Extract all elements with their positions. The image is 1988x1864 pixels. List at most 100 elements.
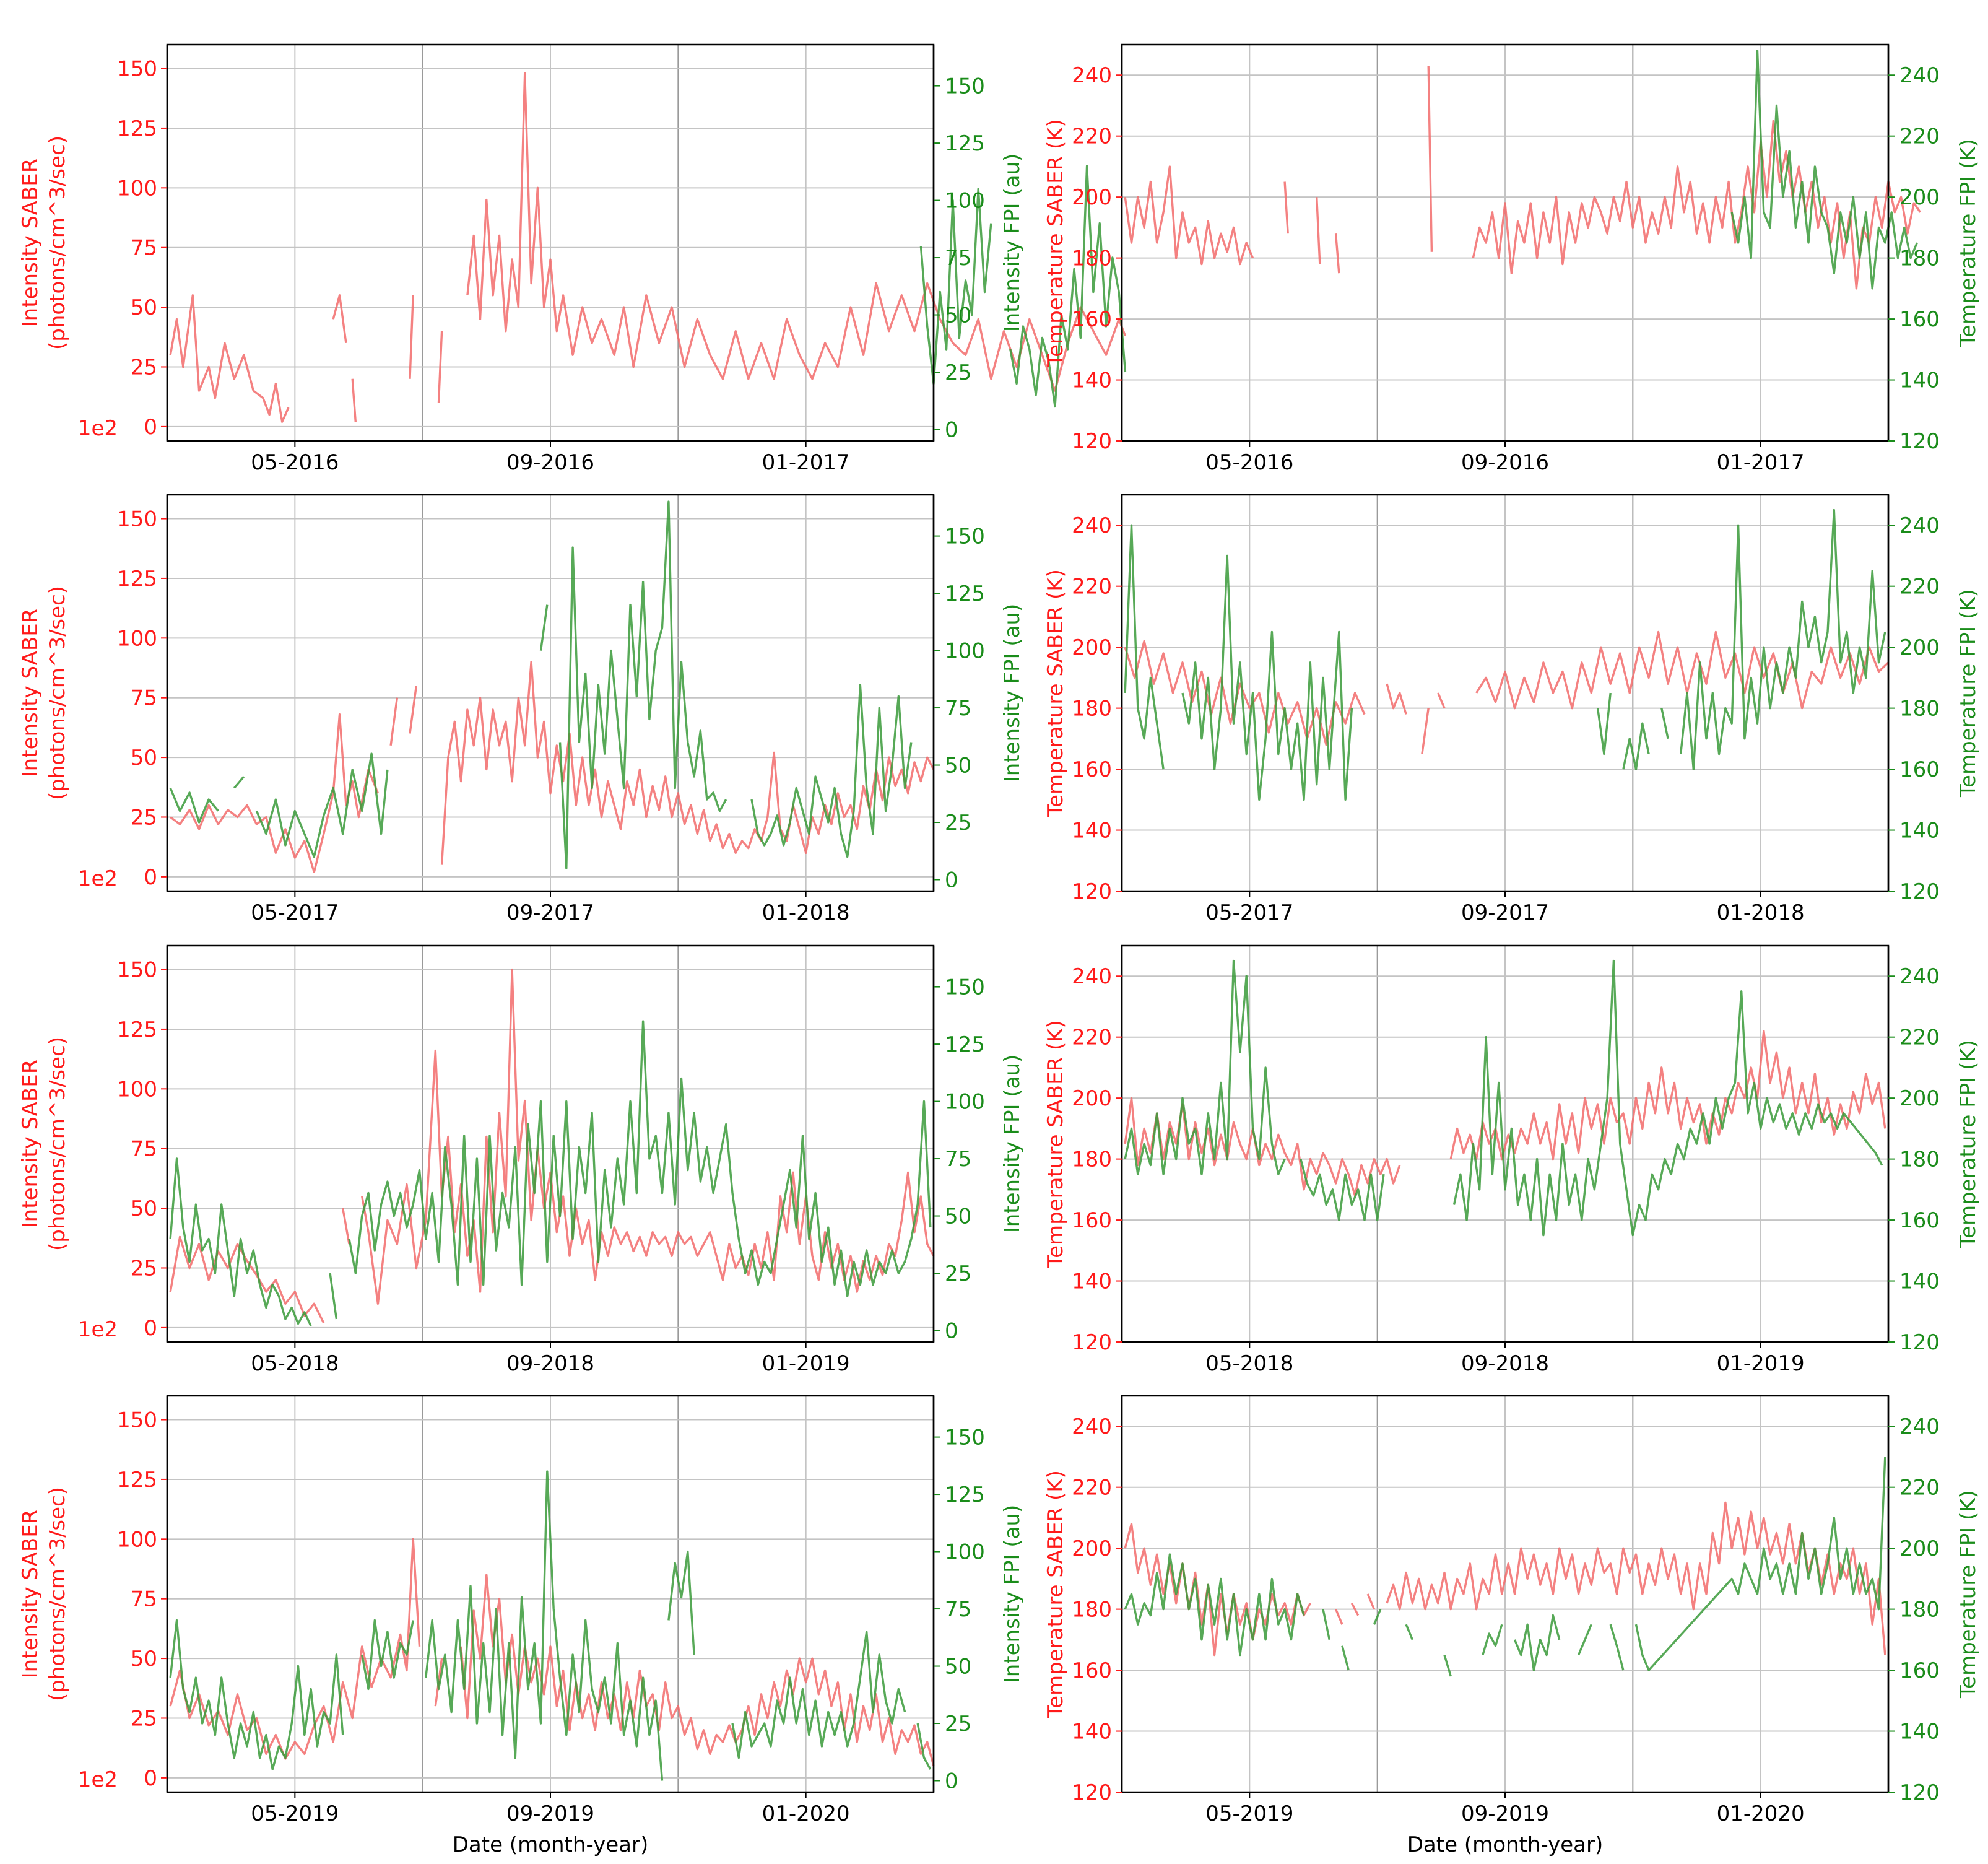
y-tick-label-right: 150 (945, 1426, 985, 1450)
y-tick-label-left: 240 (1072, 513, 1112, 538)
y-tick-label-right: 220 (1899, 1476, 1940, 1500)
y-tick-label-left: 160 (1072, 307, 1112, 332)
y-tick-label-left: 100 (117, 1527, 157, 1552)
chart-panel-temperature-2016: 120 140 160 180 200 220 240 120 140 160 180 200 220 2… (1043, 43, 1981, 475)
y-tick-label-left: 25 (131, 805, 157, 830)
x-tick-label: 01-2019 (1717, 1351, 1805, 1376)
x-tick-label: 01-2019 (762, 1351, 850, 1376)
y-tick-label-left: 180 (1072, 246, 1112, 271)
x-tick-label: 05-2018 (251, 1351, 339, 1376)
y-tick-label-left: 180 (1072, 1598, 1112, 1622)
y-tick-label-right: 100 (945, 639, 985, 664)
y-tick-label-right: 200 (1899, 1086, 1940, 1111)
y-tick-label-left: 150 (117, 57, 157, 82)
y-tick-label-left: 150 (117, 507, 157, 532)
series-saber-line (169, 968, 935, 1323)
y-tick-label-left: 75 (131, 1137, 157, 1162)
y-tick-label-right: 200 (1899, 1536, 1940, 1561)
y-tick-label-left: 240 (1072, 964, 1112, 989)
series-fpi-line (1124, 1457, 1886, 1677)
x-tick-label: 09-2017 (506, 900, 594, 925)
y-tick-label-left: 120 (1072, 1330, 1112, 1355)
x-tick-label: 01-2020 (1717, 1801, 1805, 1826)
y-tick-label-left: 25 (131, 1706, 157, 1731)
x-tick-label: 09-2018 (1461, 1351, 1549, 1376)
y-tick-label-left: 0 (144, 1316, 157, 1341)
x-tick-label: 09-2016 (1461, 450, 1549, 475)
y-tick-label-right: 220 (1899, 124, 1940, 149)
y-axis-title-left: Temperature SABER (K) (1043, 1470, 1068, 1718)
chart-panel-intensity-2019: 0 25 50 75 100 125 150 0 25 50 75 100 125 150 05-2019 0… (18, 1395, 1025, 1826)
y-tick-label-right: 140 (1899, 1270, 1940, 1294)
x-tick-label: 05-2018 (1205, 1351, 1293, 1376)
series-saber-line (1124, 1030, 1886, 1197)
y-tick-label-right: 75 (945, 696, 971, 721)
y-tick-label-left: 140 (1072, 1720, 1112, 1744)
y-tick-label-right: 75 (945, 246, 971, 271)
y-axis-title-left: Intensity SABER (photons/cm^3/sec) (18, 136, 70, 350)
series-saber-line (169, 72, 1127, 423)
y-tick-label-right: 125 (945, 581, 985, 606)
y-axis-title-left: Temperature SABER (K) (1043, 569, 1068, 817)
y-tick-label-right: 0 (945, 418, 958, 443)
y-tick-label-right: 75 (945, 1597, 971, 1622)
x-tick-label: 01-2017 (1717, 450, 1805, 475)
y-axis-title-left: Intensity SABER (photons/cm^3/sec) (18, 1037, 70, 1251)
y-tick-label-right: 160 (1899, 1208, 1940, 1233)
y-tick-label-left: 220 (1072, 1026, 1112, 1050)
y-tick-label-left: 25 (131, 355, 157, 380)
y-tick-label-right: 100 (945, 1090, 985, 1115)
y-tick-label-left: 160 (1072, 1208, 1112, 1233)
y-axis-title-line: (photons/cm^3/sec) (45, 1487, 70, 1701)
y-tick-label-left: 75 (131, 1587, 157, 1612)
y-axis-title-right: Intensity FPI (au) (1000, 1505, 1025, 1684)
y-tick-label-left: 220 (1072, 124, 1112, 149)
y-tick-label-left: 200 (1072, 1536, 1112, 1561)
y-tick-label-left: 140 (1072, 819, 1112, 843)
y-tick-label-left: 0 (144, 415, 157, 440)
chart-panel-temperature-2017: 120 140 160 180 200 220 240 120 140 160 180 200 220 2… (1043, 494, 1981, 925)
x-tick-label: 05-2017 (251, 900, 339, 925)
y-tick-label-right: 140 (1899, 1720, 1940, 1744)
series-saber-line (1124, 1501, 1886, 1657)
y-axis-title-line: Intensity SABER (18, 1510, 43, 1679)
y-axis-title-line: (photons/cm^3/sec) (45, 586, 70, 800)
y-tick-label-left: 50 (131, 1196, 157, 1221)
y-tick-label-left: 0 (144, 865, 157, 890)
y-tick-label-right: 120 (1899, 429, 1940, 454)
y-axis-title-line: Temperature SABER (K) (1043, 569, 1068, 817)
y-tick-label-right: 120 (1899, 1330, 1940, 1355)
x-tick-label: 01-2018 (1717, 900, 1805, 925)
series-fpi-line (169, 1470, 932, 1781)
y-tick-label-right: 200 (1899, 185, 1940, 210)
y-tick-label-left: 220 (1072, 575, 1112, 599)
y-tick-label-right: 240 (1899, 63, 1940, 88)
y-tick-label-left: 240 (1072, 1414, 1112, 1439)
y-tick-label-right: 25 (945, 1712, 971, 1736)
y-tick-label-left: 200 (1072, 1086, 1112, 1111)
x-tick-label: 05-2019 (251, 1801, 339, 1826)
y-tick-label-right: 140 (1899, 368, 1940, 393)
series-fpi-line (1124, 959, 1883, 1237)
y-tick-label-right: 180 (1899, 697, 1940, 721)
y-tick-label-right: 150 (945, 975, 985, 1000)
y-tick-label-left: 125 (117, 116, 157, 141)
chart-panel-intensity-2018: 0 25 50 75 100 125 150 0 25 50 75 100 125 150 05-2018 0… (18, 944, 1025, 1376)
x-tick-label: 01-2018 (762, 900, 850, 925)
y-axis-title-left: Temperature SABER (K) (1043, 119, 1068, 367)
y-tick-label-right: 150 (945, 525, 985, 549)
x-tick-label: 05-2019 (1205, 1801, 1293, 1826)
y-tick-label-right: 180 (1899, 1148, 1940, 1172)
y-tick-label-left: 140 (1072, 368, 1112, 393)
x-tick-label: 05-2016 (1205, 450, 1293, 475)
chart-panel-temperature-2019: 120 140 160 180 200 220 240 120 140 160 180 200 220 2… (1043, 1395, 1981, 1826)
y-tick-label-right: 220 (1899, 1026, 1940, 1050)
y-tick-label-right: 160 (1899, 307, 1940, 332)
y-tick-label-right: 50 (945, 303, 971, 328)
y-tick-label-right: 120 (1899, 879, 1940, 904)
y-tick-label-left: 100 (117, 626, 157, 651)
y-axis-title-line: Intensity SABER (18, 159, 43, 328)
series-fpi-line (1124, 508, 1886, 801)
y-tick-label-right: 0 (945, 1769, 958, 1794)
y-tick-label-right: 0 (945, 1319, 958, 1344)
